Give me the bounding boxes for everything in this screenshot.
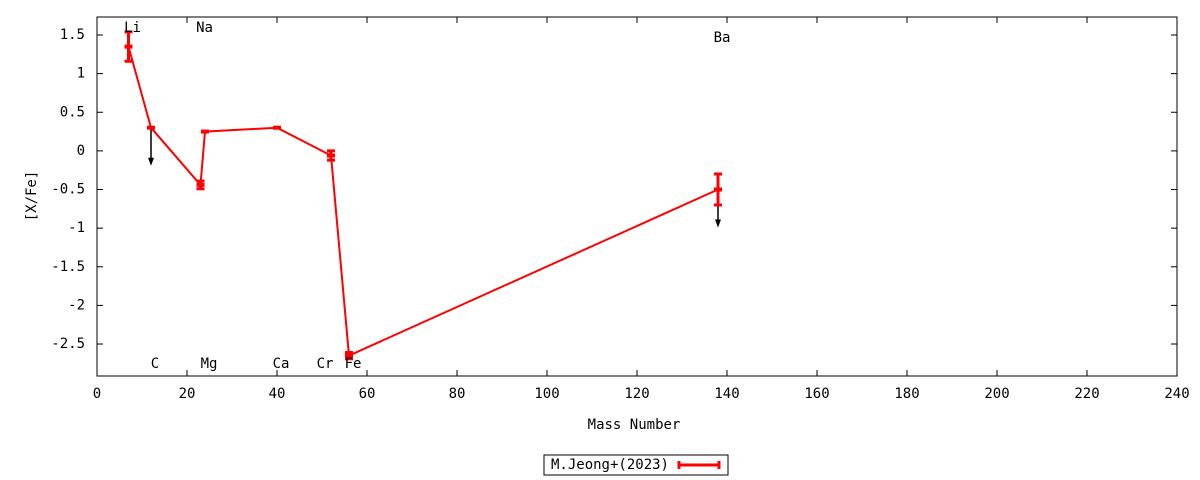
legend-box [543,454,729,476]
x-tick-label: 60 [359,386,376,402]
x-tick-label: 180 [894,386,919,402]
element-label: Ca [273,356,290,372]
upper-limit-arrowhead [148,157,154,166]
x-tick-label: 20 [179,386,196,402]
x-tick-label: 160 [804,386,829,402]
data-point [273,125,281,130]
data-point [345,353,353,358]
x-tick-label: 80 [449,386,466,402]
data-point [714,187,722,192]
y-axis-label: [X/Fe] [24,171,40,222]
element-label: Fe [345,356,362,372]
y-tick-label: -2 [68,297,85,313]
legend-label: M.Jeong+(2023) [551,457,669,473]
y-tick-label: 1 [77,66,85,82]
plot-frame [96,16,1178,377]
x-tick-label: 200 [984,386,1009,402]
element-label: Li [124,20,141,36]
data-point [147,125,155,130]
x-tick-label: 40 [269,386,286,402]
data-point [124,44,133,49]
x-tick-label: 240 [1164,386,1189,402]
data-point [196,182,205,187]
upper-limit-arrowhead [715,219,721,228]
element-label: C [151,356,159,372]
y-tick-label: 1.5 [60,27,85,43]
y-tick-label: -1 [68,220,85,236]
element-label: Na [196,20,213,36]
y-tick-label: 0 [77,143,85,159]
y-tick-label: -0.5 [51,182,85,198]
data-point [327,153,335,158]
element-label: Cr [317,356,334,372]
legend-swatch-caps [677,461,721,469]
element-label: Ba [714,30,731,46]
x-tick-label: 0 [93,386,101,402]
x-tick-label: 220 [1074,386,1099,402]
element-label: Mg [201,356,218,372]
y-tick-label: -1.5 [51,259,85,275]
x-axis-label: Mass Number [588,417,681,433]
x-tick-label: 100 [534,386,559,402]
data-line [127,46,719,358]
x-tick-label: 140 [714,386,739,402]
data-point [201,129,209,134]
y-tick-label: 0.5 [60,104,85,120]
x-tick-label: 120 [624,386,649,402]
y-tick-label: -2.5 [51,336,85,352]
